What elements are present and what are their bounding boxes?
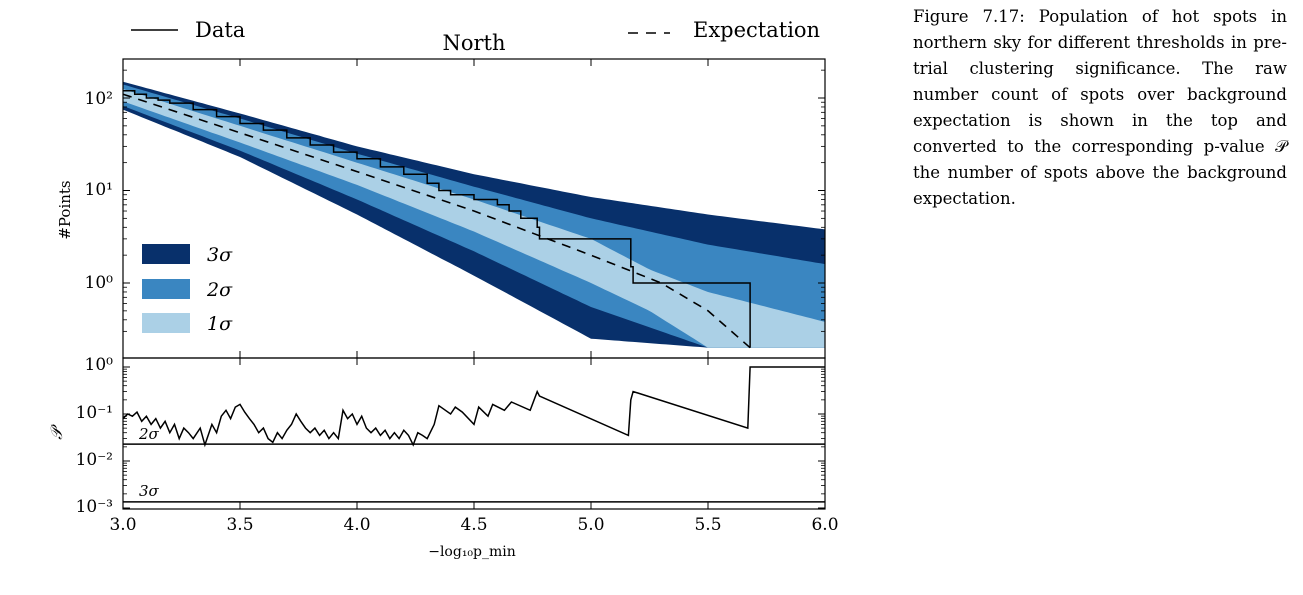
legend-3sigma-label: 3σ — [207, 244, 233, 266]
figure-caption: Figure 7.17: Population of hot spots in … — [913, 4, 1287, 212]
top-ytick-label: 10² — [85, 89, 113, 109]
caption-text: Population of hot spots in northern sky … — [913, 7, 1287, 208]
axis-ticks — [122, 59, 826, 509]
legend-expectation-label: Expectation — [693, 18, 820, 42]
legend-1sigma-swatch — [142, 313, 190, 333]
figure: Data Expectation North 10² 10¹ 10⁰ 10⁰ 1… — [47, 18, 839, 560]
xtick-label: 5.0 — [577, 515, 604, 535]
legend-2sigma-swatch — [142, 279, 190, 299]
xtick-label: 4.0 — [343, 515, 370, 535]
legend-data-label: Data — [195, 18, 245, 42]
top-ylabel: #Points — [56, 180, 74, 239]
bottom-ytick-label: 10⁻³ — [76, 497, 113, 517]
bottom-panel-frame — [122, 357, 826, 510]
top-panel-bands — [123, 81, 825, 348]
bottom-ylabel: 𝒫 — [47, 424, 66, 440]
top-panel-lines — [123, 89, 751, 349]
top-ytick-label: 10⁰ — [85, 273, 114, 293]
bottom-panel-lines — [123, 366, 825, 503]
xtick-label: 3.5 — [226, 515, 253, 535]
caption-label: Figure 7.17: — [913, 7, 1025, 26]
bottom-ytick-label: 10⁻¹ — [76, 403, 113, 423]
xlabel: −log₁₀p_min — [428, 544, 516, 560]
legend-2sigma-label: 2σ — [206, 279, 233, 301]
p-value-line — [123, 366, 825, 448]
xtick-label: 4.5 — [460, 515, 487, 535]
xtick-label: 5.5 — [694, 515, 721, 535]
legend-3sigma-swatch — [142, 244, 190, 264]
xtick-label: 3.0 — [109, 515, 136, 535]
xtick-label: 6.0 — [811, 515, 838, 535]
threshold-2sigma-label: 2σ — [138, 425, 160, 443]
bottom-ytick-label: 10⁻² — [76, 450, 113, 470]
bottom-ytick-label: 10⁰ — [85, 355, 114, 375]
chart-title: North — [442, 31, 505, 55]
top-ytick-label: 10¹ — [85, 180, 113, 200]
data-line — [123, 89, 751, 348]
legend-1sigma-label: 1σ — [207, 313, 233, 335]
threshold-3sigma-label: 3σ — [139, 482, 160, 500]
expectation-line — [123, 93, 751, 349]
